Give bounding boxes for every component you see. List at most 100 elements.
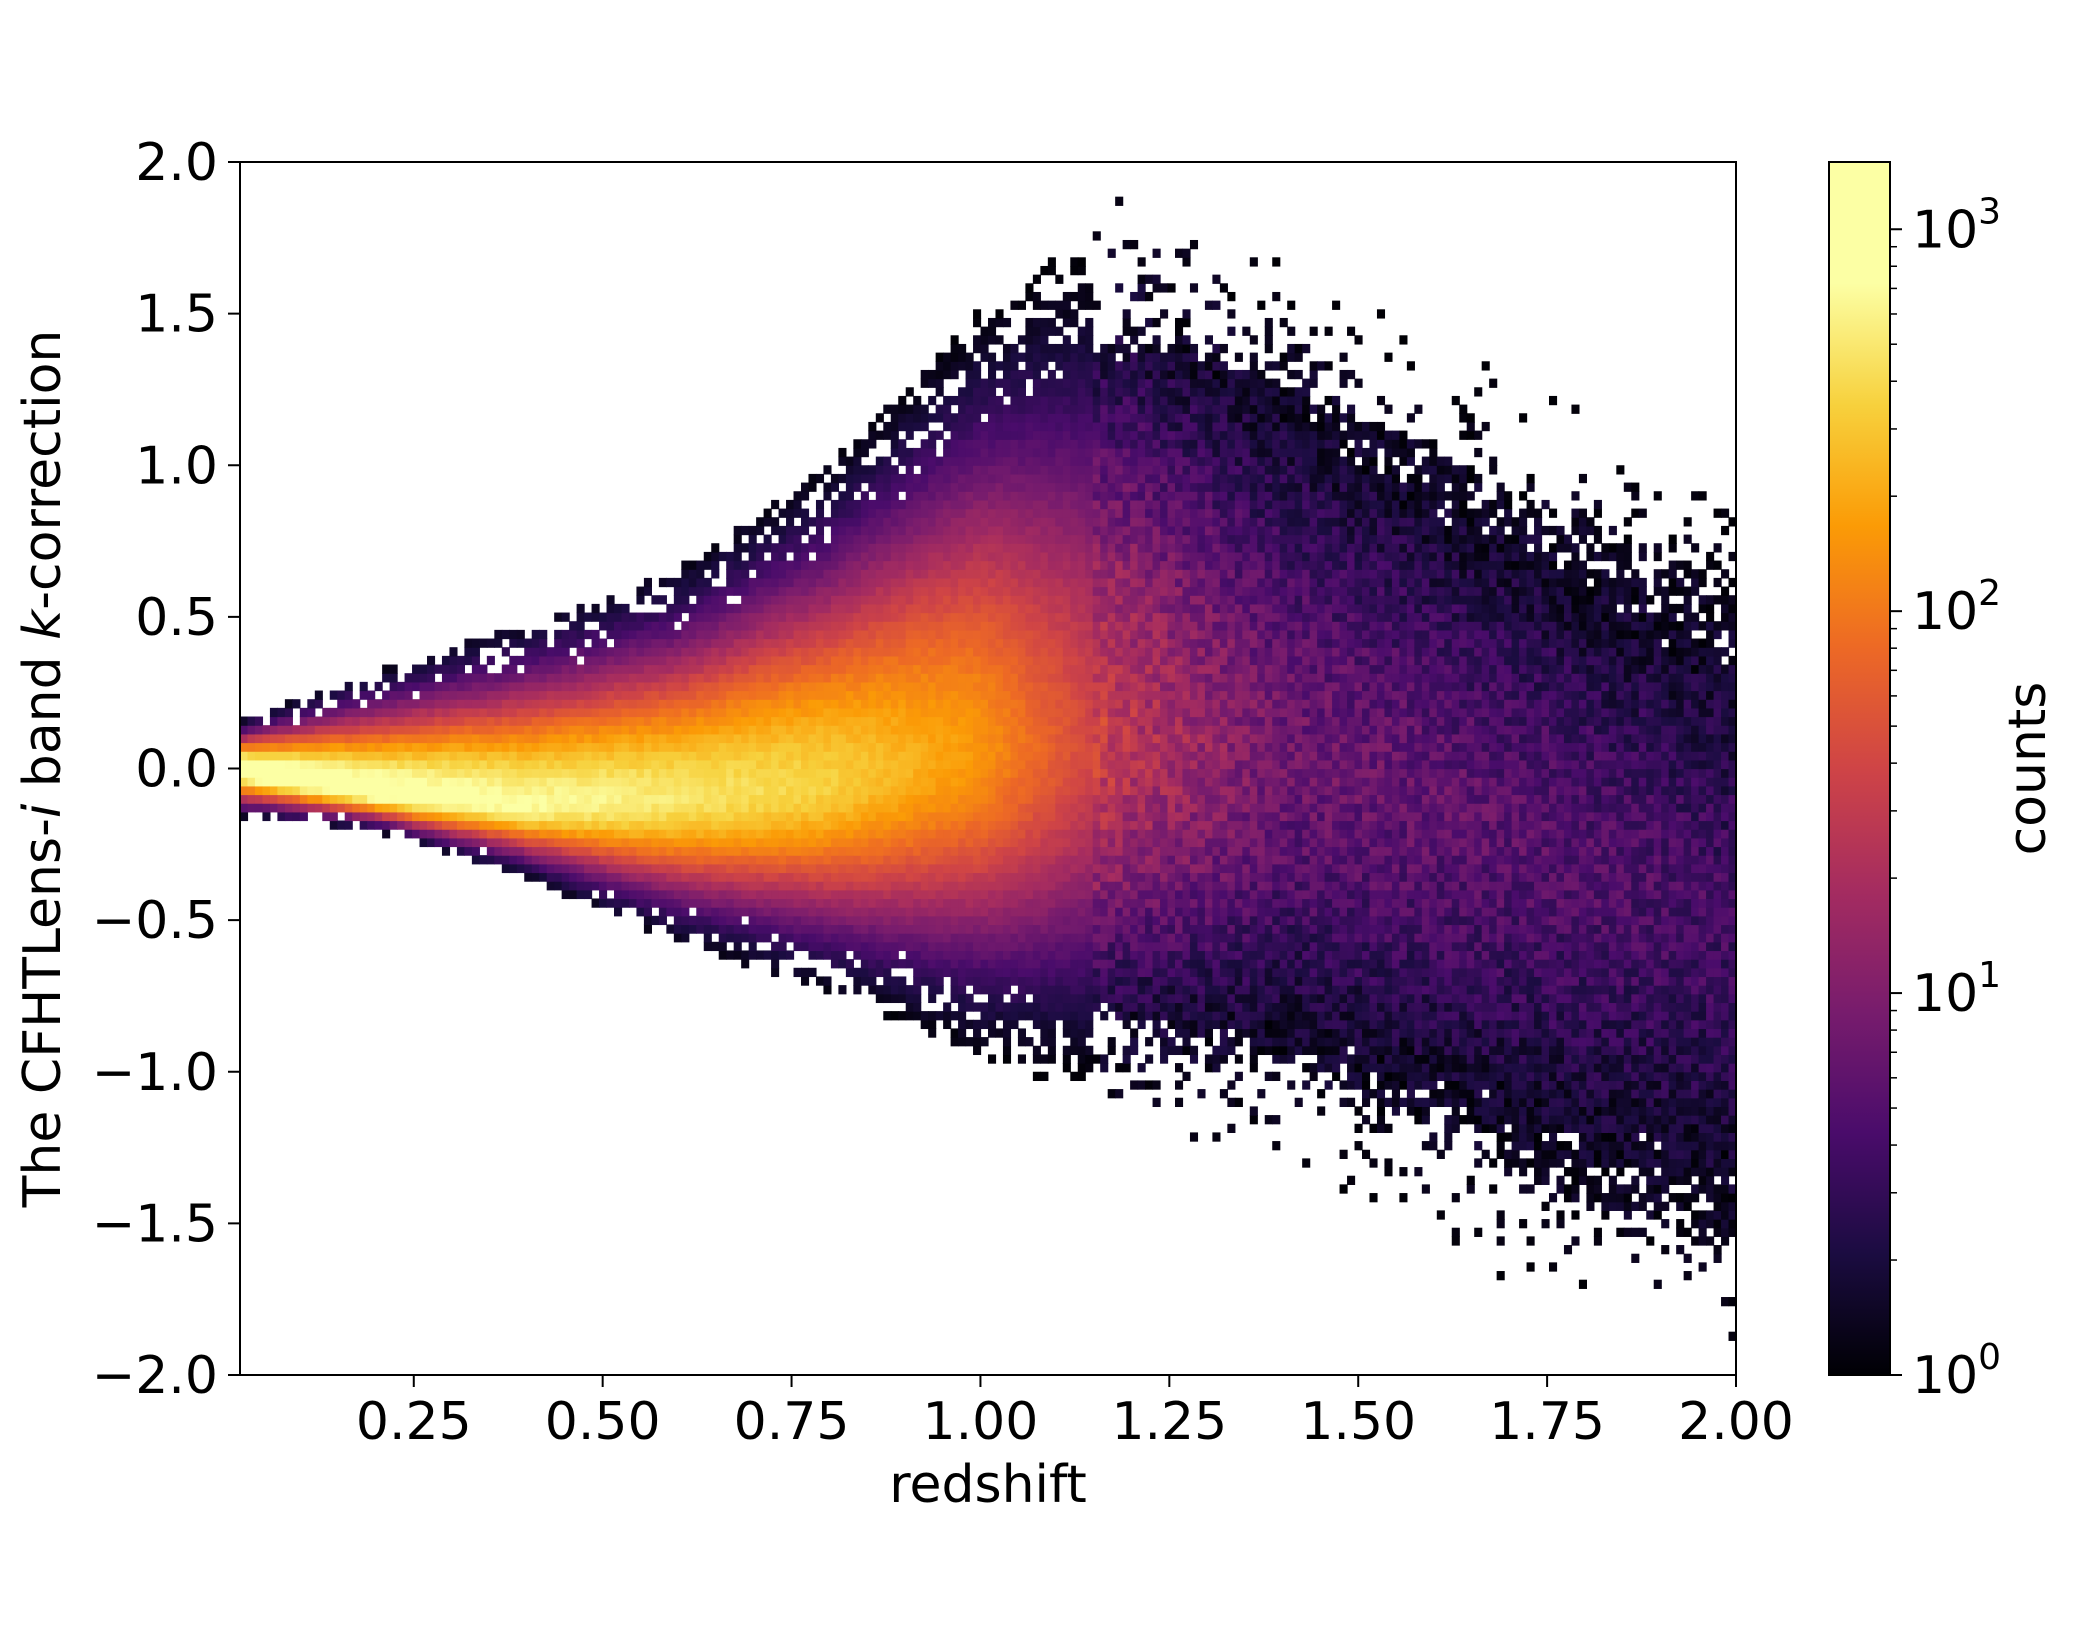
heatmap-cell <box>322 794 330 803</box>
heatmap-cell <box>973 387 981 396</box>
heatmap-cell <box>1085 838 1093 847</box>
heatmap-cell <box>988 1054 996 1063</box>
heatmap-cell <box>1025 630 1033 639</box>
heatmap-cell <box>479 838 487 847</box>
heatmap-cell <box>951 483 959 492</box>
heatmap-cell <box>689 829 697 838</box>
heatmap-cell <box>756 838 764 847</box>
heatmap-cell <box>749 890 757 899</box>
heatmap-cell <box>951 587 959 596</box>
heatmap-cell <box>607 820 615 829</box>
heatmap-cell <box>951 890 959 899</box>
heatmap-cell <box>666 924 674 933</box>
heatmap-cell <box>966 829 974 838</box>
heatmap-cell <box>1070 500 1078 509</box>
heatmap-cell <box>921 881 929 890</box>
heatmap-cell <box>943 734 951 743</box>
heatmap-cell <box>764 691 772 700</box>
heatmap-cell <box>764 898 772 907</box>
heatmap-cell <box>816 751 824 760</box>
heatmap-cell <box>756 517 764 526</box>
heatmap-cell <box>494 734 502 743</box>
heatmap-cell <box>1025 422 1033 431</box>
heatmap-cell <box>1040 1020 1048 1029</box>
heatmap-cell <box>995 786 1003 795</box>
heatmap-cell <box>689 569 697 578</box>
heatmap-cell <box>1018 465 1026 474</box>
heatmap-cell <box>1085 509 1093 518</box>
heatmap-cell <box>891 769 899 778</box>
heatmap-cell <box>921 890 929 899</box>
heatmap-cell <box>876 569 884 578</box>
heatmap-cell <box>666 682 674 691</box>
heatmap-cell <box>472 682 480 691</box>
heatmap-cell <box>659 682 667 691</box>
heatmap-cell <box>1033 396 1041 405</box>
heatmap-cell <box>891 595 899 604</box>
heatmap-cell <box>741 898 749 907</box>
heatmap-cell <box>973 561 981 570</box>
heatmap-cell <box>756 829 764 838</box>
heatmap-cell <box>928 864 936 873</box>
heatmap-cell <box>1063 491 1071 500</box>
heatmap-cell <box>876 924 884 933</box>
heatmap-cell <box>644 725 652 734</box>
heatmap-cell <box>659 751 667 760</box>
heatmap-cell <box>689 786 697 795</box>
heatmap-cell <box>749 543 757 552</box>
heatmap-cell <box>891 725 899 734</box>
heatmap-cell <box>816 717 824 726</box>
heatmap-cell <box>823 656 831 665</box>
heatmap-cell <box>1070 855 1078 864</box>
heatmap-cell <box>502 734 510 743</box>
heatmap-cell <box>966 379 974 388</box>
heatmap-cell <box>1018 872 1026 881</box>
heatmap-cell <box>936 872 944 881</box>
heatmap-cell <box>861 760 869 769</box>
heatmap-cell <box>958 803 966 812</box>
heatmap-cell <box>771 820 779 829</box>
heatmap-cell <box>1063 1002 1071 1011</box>
heatmap-cell <box>1010 353 1018 362</box>
heatmap-cell <box>659 725 667 734</box>
heatmap-cell <box>1033 535 1041 544</box>
heatmap-cell <box>966 838 974 847</box>
heatmap-cell <box>913 708 921 717</box>
heatmap-cell <box>846 812 854 821</box>
heatmap-cell <box>808 535 816 544</box>
heatmap-cell <box>704 725 712 734</box>
heatmap-cell <box>808 630 816 639</box>
heatmap-cell <box>524 717 532 726</box>
heatmap-cell <box>547 846 555 855</box>
heatmap-cell <box>375 803 383 812</box>
heatmap-cell <box>1025 465 1033 474</box>
heatmap-cell <box>629 786 637 795</box>
heatmap-cell <box>1018 639 1026 648</box>
heatmap-cell <box>524 864 532 873</box>
heatmap-cell <box>726 621 734 630</box>
heatmap-cell <box>771 561 779 570</box>
heatmap-cell <box>928 924 936 933</box>
heatmap-cell <box>562 838 570 847</box>
heatmap-cell <box>689 665 697 674</box>
heatmap-cell <box>644 691 652 700</box>
heatmap-cell <box>494 803 502 812</box>
heatmap-cell <box>1040 725 1048 734</box>
heatmap-cell <box>786 639 794 648</box>
heatmap-cell <box>1010 561 1018 570</box>
heatmap-cell <box>816 699 824 708</box>
heatmap-cell <box>861 838 869 847</box>
heatmap-cell <box>554 838 562 847</box>
heatmap-cell <box>951 994 959 1003</box>
heatmap-cell <box>913 924 921 933</box>
heatmap-cell <box>988 405 996 414</box>
heatmap-cell <box>846 769 854 778</box>
heatmap-cell <box>966 578 974 587</box>
heatmap-cell <box>434 820 442 829</box>
heatmap-cell <box>1063 743 1071 752</box>
heatmap-cell <box>779 829 787 838</box>
heatmap-cell <box>689 699 697 708</box>
heatmap-cell <box>876 820 884 829</box>
heatmap-cell <box>1078 907 1086 916</box>
heatmap-cell <box>539 665 547 674</box>
